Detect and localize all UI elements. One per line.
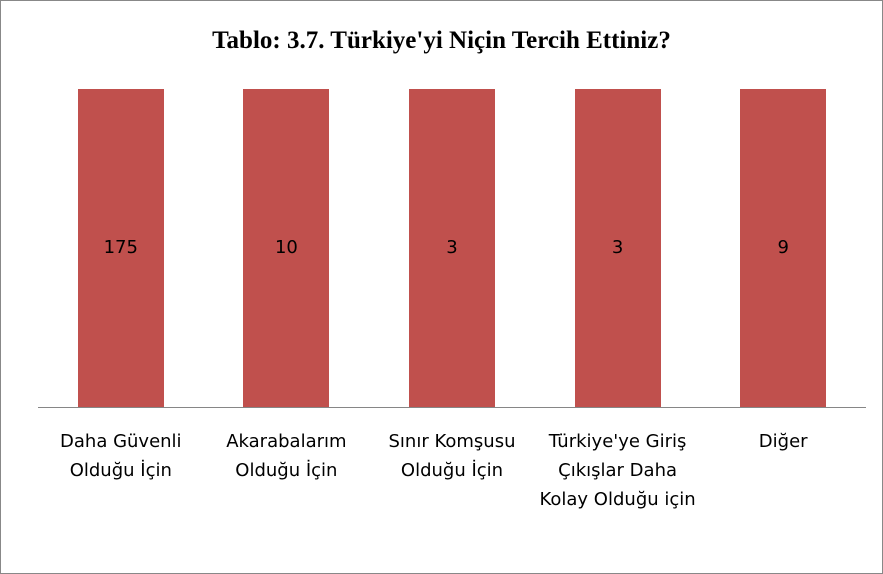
- bar: [77, 89, 164, 407]
- chart-title: Tablo: 3.7. Türkiye'yi Niçin Tercih Etti…: [212, 27, 671, 54]
- bar: [409, 89, 495, 407]
- data-label: 9: [777, 237, 789, 258]
- data-label: 3: [446, 237, 458, 258]
- x-tick-label: Türkiye'ye Giriş Çıkışlar Daha Kolay Old…: [539, 431, 696, 510]
- data-label: 175: [103, 237, 138, 258]
- bar: [740, 89, 827, 407]
- bar: [243, 89, 330, 407]
- bar: [574, 89, 661, 407]
- x-tick-label: Sınır Komşusu Olduğu İçin: [388, 431, 516, 481]
- data-label: 3: [611, 237, 624, 258]
- data-label: 10: [274, 237, 298, 258]
- x-tick-label: Akarabalarım Olduğu İçin: [226, 431, 347, 481]
- x-axis-line: [38, 407, 866, 408]
- x-tick-label: Diğer: [758, 431, 808, 452]
- x-tick-label: Daha Güvenli Olduğu İçin: [60, 431, 182, 481]
